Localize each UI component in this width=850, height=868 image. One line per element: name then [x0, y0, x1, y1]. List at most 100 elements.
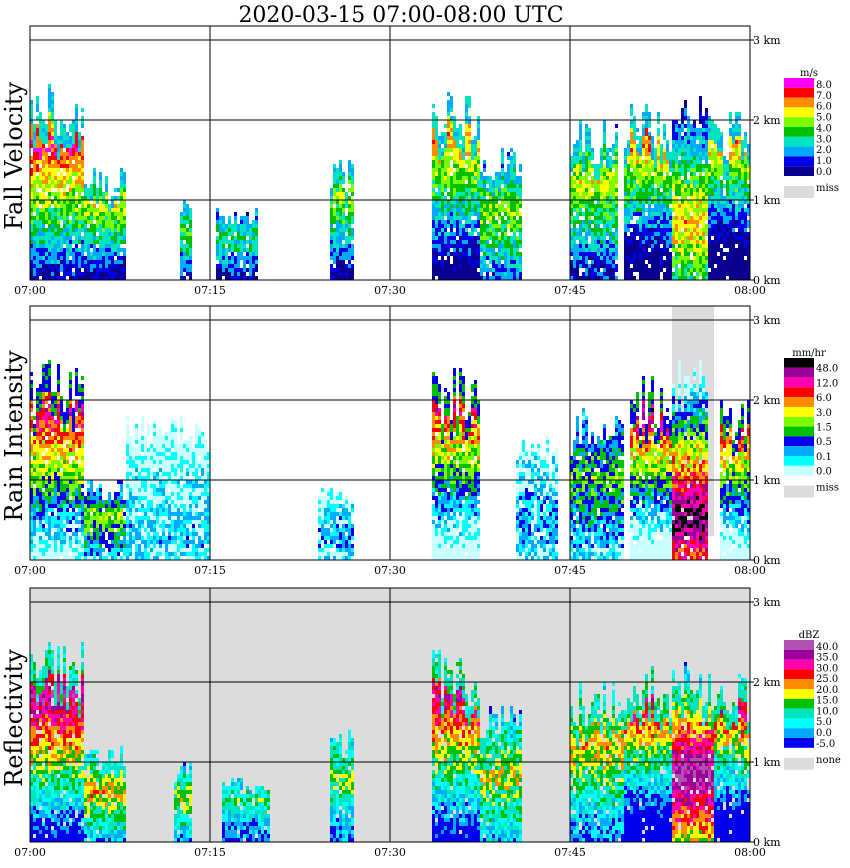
legend-level: 1.5 — [816, 423, 832, 434]
y-tick-label: 0 km — [753, 836, 781, 849]
legend-level: 15.0 — [816, 696, 838, 707]
legend-swatch — [784, 358, 814, 368]
y-tick-label: 3 km — [753, 596, 781, 609]
echo-column — [480, 706, 522, 842]
legend-swatch — [784, 446, 814, 456]
legend-level: 1.0 — [816, 156, 832, 167]
y-axis-label: Rain Intensity — [0, 350, 28, 522]
y-axis-label: Fall Velocity — [0, 82, 28, 231]
echo-column — [624, 104, 672, 280]
legend-swatch — [784, 708, 814, 719]
echo-column — [570, 120, 618, 280]
legend-level: 35.0 — [816, 653, 838, 664]
x-tick-label: 07:00 — [14, 564, 46, 577]
legend: dBZ40.035.030.025.020.015.010.05.00.0-5.… — [784, 630, 841, 770]
x-tick-label: 07:15 — [194, 564, 226, 577]
legend-missing-swatch — [784, 757, 814, 770]
plot-frame — [29, 305, 751, 561]
y-tick-label: 2 km — [753, 676, 781, 689]
y-tick-label: 2 km — [753, 394, 781, 407]
x-tick-label: 07:00 — [14, 846, 46, 859]
echo-column — [672, 96, 708, 280]
echo-column — [84, 168, 126, 280]
legend-swatch — [784, 436, 814, 447]
echo-column — [216, 208, 258, 280]
echo-column — [630, 376, 672, 560]
legend: m/s8.07.06.05.04.03.02.01.00.0 miss — [784, 68, 839, 198]
echo-column — [318, 488, 354, 560]
legend-swatch — [784, 127, 814, 137]
legend-level: 0.5 — [816, 437, 832, 448]
echo-column — [84, 746, 126, 842]
legend-swatch — [784, 87, 814, 98]
echo-column — [174, 762, 192, 842]
legend-level: 0.0 — [816, 167, 832, 178]
legend-level: 0.0 — [816, 467, 832, 478]
x-tick-label: 07:30 — [374, 846, 406, 859]
legend-unit: dBZ — [799, 630, 820, 641]
legend-level: 6.0 — [816, 102, 832, 113]
legend-swatch — [784, 146, 814, 157]
legend-swatch — [784, 367, 814, 378]
y-tick-label: 0 km — [753, 554, 781, 567]
legend-swatch — [784, 465, 814, 476]
echo-column — [516, 436, 558, 560]
legend-swatch — [784, 166, 814, 176]
legend-swatch — [784, 416, 814, 427]
legend-level: 0.1 — [816, 452, 832, 463]
x-tick-label: 08:00 — [734, 564, 766, 577]
x-tick-label: 07:45 — [554, 284, 586, 297]
legend-missing-label: none — [816, 755, 841, 766]
legend-level: 10.0 — [816, 706, 838, 717]
figure-title: 2020-03-15 07:00-08:00 UTC — [238, 3, 563, 28]
echo-column — [570, 682, 624, 842]
legend-swatch — [784, 456, 814, 466]
y-axis-label: Reflectivity — [0, 649, 28, 787]
y-tick-label: 2 km — [753, 114, 781, 127]
legend-swatch — [784, 387, 814, 398]
echo-column — [30, 84, 84, 280]
legend-level: 7.0 — [816, 91, 832, 102]
y-tick-label: 1 km — [753, 756, 781, 769]
legend-swatch — [784, 377, 814, 388]
legend-level: 8.0 — [816, 80, 832, 91]
legend-level: 6.0 — [816, 393, 832, 404]
y-tick-label: 3 km — [753, 34, 781, 47]
y-tick-label: 3 km — [753, 314, 781, 327]
legend-level: 2.0 — [816, 145, 832, 156]
echo-column — [30, 642, 84, 842]
legend-unit: mm/hr — [792, 348, 826, 359]
echo-column — [432, 650, 480, 842]
x-tick-label: 07:45 — [554, 846, 586, 859]
legend-swatch — [784, 698, 814, 709]
panel-mmhr: Rain Intensity 0 km 1 km 2 km 3 km 07:00 07:15… — [0, 305, 839, 577]
echo-column — [720, 400, 750, 560]
legend-swatch — [784, 117, 814, 127]
legend-swatch — [784, 718, 814, 729]
legend-swatch — [784, 426, 814, 437]
y-tick-label: 0 km — [753, 274, 781, 287]
legend-swatch — [784, 407, 814, 417]
legend-level: 5.0 — [816, 717, 832, 728]
echo-column — [672, 662, 714, 842]
legend-swatch — [784, 136, 814, 147]
legend-swatch — [784, 669, 814, 680]
echo-column — [624, 666, 672, 842]
legend-level: 48.0 — [816, 364, 838, 375]
echo-column — [330, 730, 354, 842]
echo-column — [84, 480, 126, 560]
legend-missing-swatch — [784, 186, 814, 198]
legend-level: 0.0 — [816, 728, 832, 739]
legend-swatch — [784, 156, 814, 167]
echo-column — [714, 674, 750, 842]
x-tick-label: 07:15 — [194, 284, 226, 297]
legend-swatch — [784, 679, 814, 689]
legend: mm/hr 48.0 12.0 6.0 3.0 1.5 0.5 0.1 0.0 miss — [784, 348, 839, 498]
legend-swatch — [784, 659, 814, 670]
legend-level: 5.0 — [816, 113, 832, 124]
x-tick-label: 07:15 — [194, 846, 226, 859]
legend-level: 40.0 — [816, 642, 838, 653]
panel-ms: Fall Velocity 0 km 1 km 2 km 3 km 07:00 07:15 0… — [0, 25, 839, 297]
legend-level: 3.0 — [816, 408, 832, 419]
